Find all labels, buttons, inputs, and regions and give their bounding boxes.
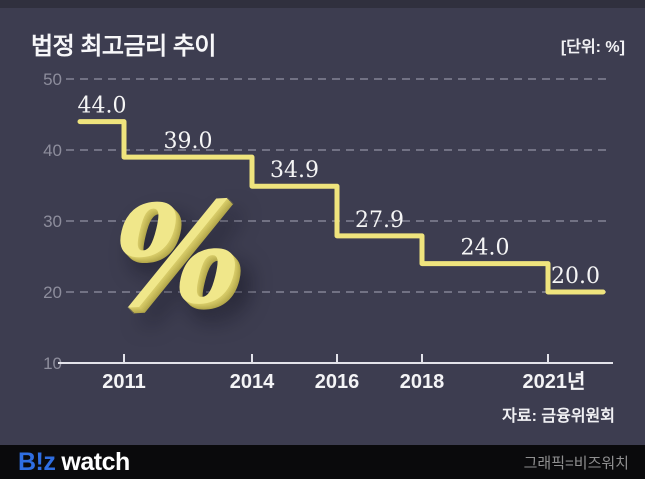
footer-bar: B!z watch 그래픽=비즈워치 (0, 445, 645, 479)
data-label-3: 27.9 (355, 208, 404, 233)
step-line (77, 119, 606, 295)
x-tick-label-3: 2018 (400, 371, 445, 393)
percent-3d-watermark: % (107, 169, 248, 340)
y-tick-label-20: 20 (43, 283, 62, 302)
logo-watch-text: watch (61, 447, 130, 476)
source-label: 자료: 금융위원회 (502, 408, 615, 425)
logo-biz-text: B!z (18, 447, 56, 476)
page-title: 법정 최고금리 추이 (31, 33, 216, 60)
x-tick-label-4: 2021년 (523, 370, 586, 393)
top-border-strip (0, 0, 645, 8)
data-label-2: 34.9 (270, 158, 319, 183)
y-tick-label-50: 50 (43, 70, 62, 89)
y-tick-label-40: 40 (43, 141, 62, 160)
y-tick-label-30: 30 (43, 212, 62, 231)
x-tick-label-2: 2016 (315, 371, 360, 393)
unit-label: [단위: %] (560, 39, 625, 56)
data-label-1: 39.0 (164, 129, 213, 154)
data-label-0: 44.0 (78, 94, 127, 119)
graphic-credit: 그래픽=비즈워치 (523, 454, 629, 472)
x-tick-label-1: 2014 (230, 371, 275, 393)
bizwatch-logo: B!z watch (18, 448, 130, 477)
y-tick-label-10: 10 (43, 354, 62, 373)
data-label-5: 20.0 (551, 264, 600, 289)
x-tick-label-0: 2011 (102, 371, 145, 393)
data-label-4: 24.0 (461, 236, 510, 261)
